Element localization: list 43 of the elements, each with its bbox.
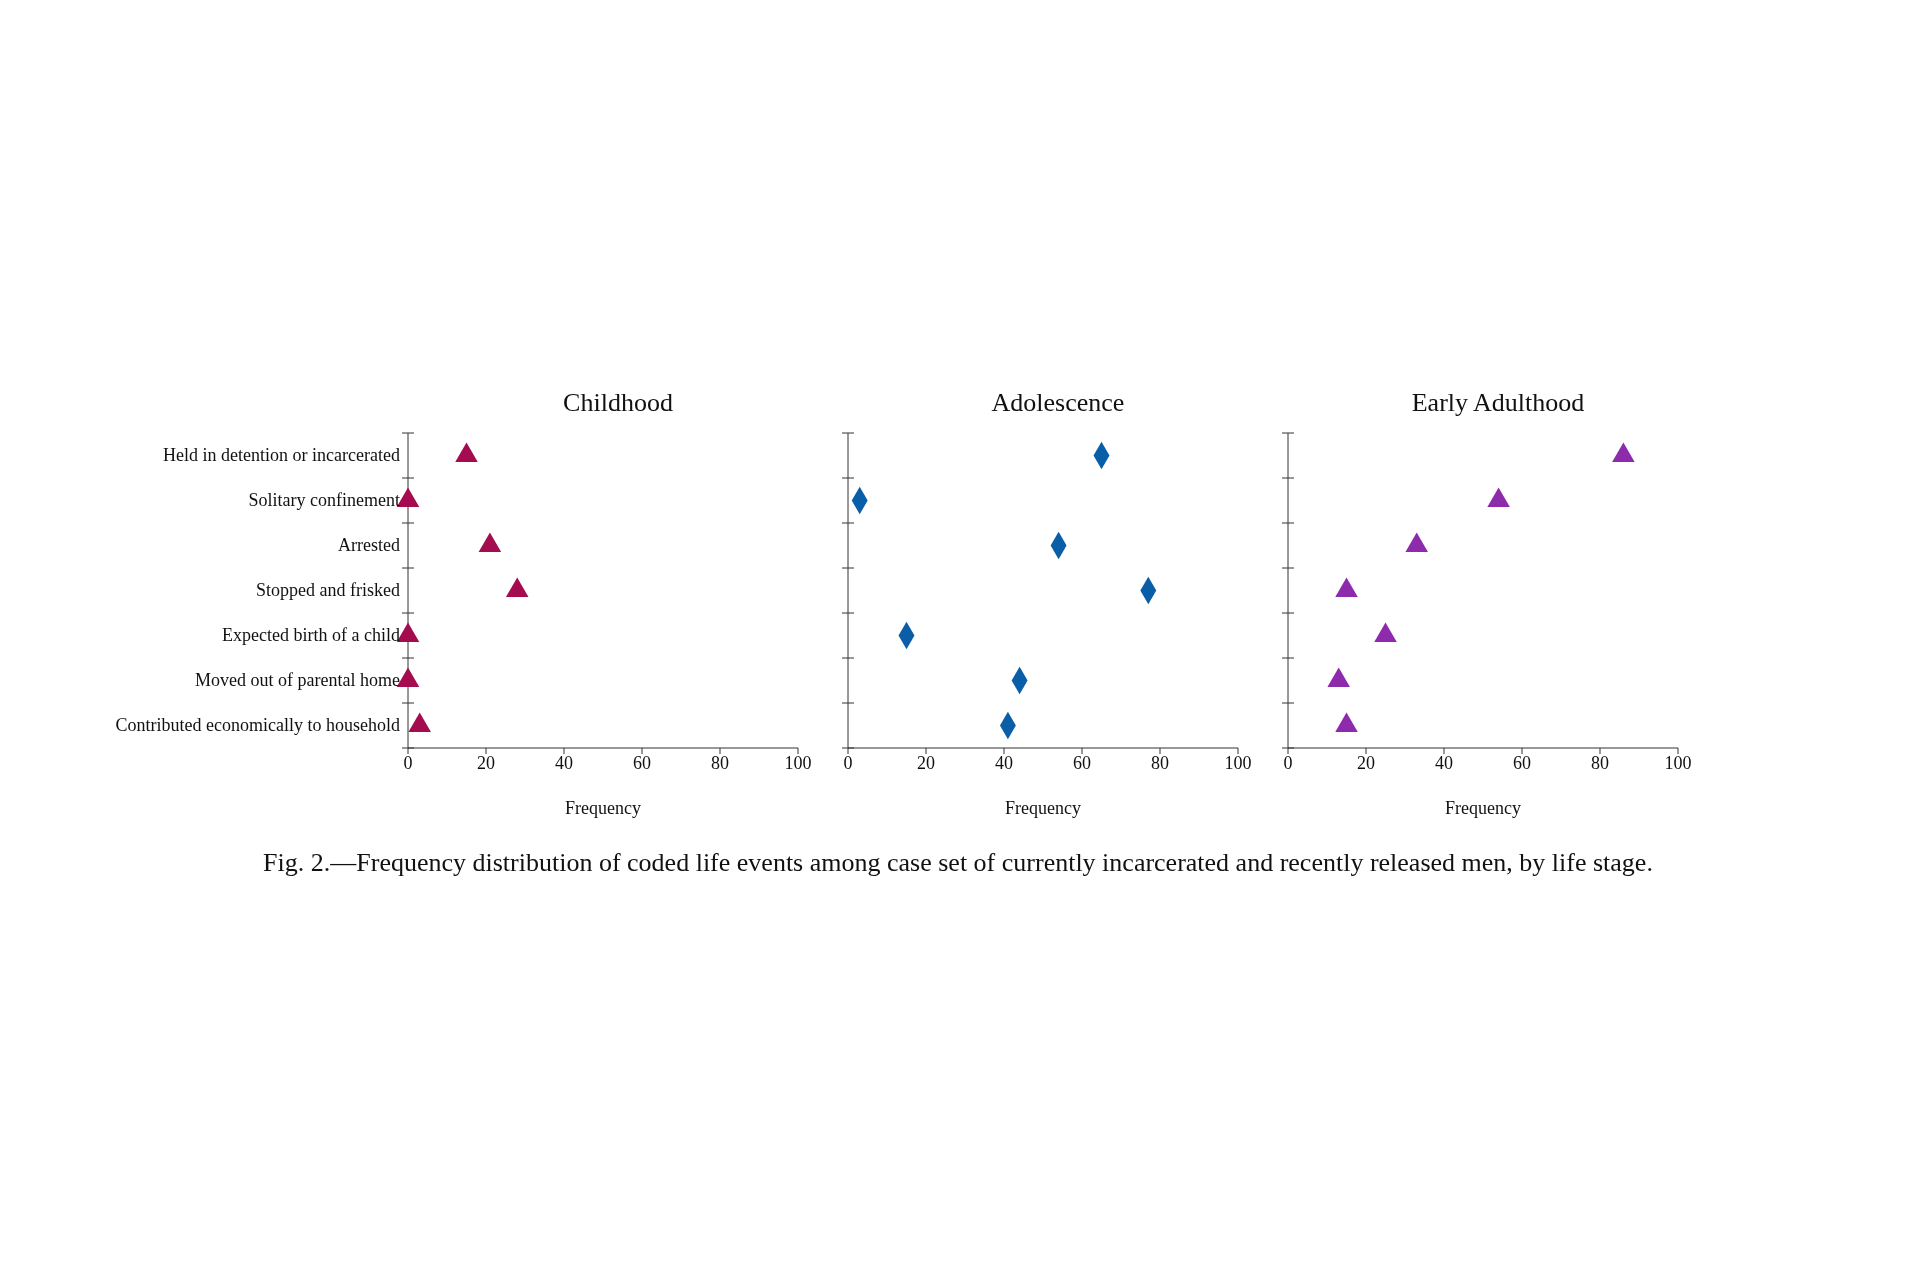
point [1327,667,1350,688]
point [478,532,502,553]
x-axis-title: Frequency [565,798,641,818]
x-tick-label: 20 [1357,752,1375,773]
point [1405,532,1428,553]
x-tick-label: 100 [784,752,812,773]
x-tick-label: 60 [1073,752,1091,773]
x-axis-title: Frequency [1445,798,1521,818]
x-tick-label: 60 [633,752,651,773]
point [1487,487,1510,508]
x-tick-label: 0 [403,752,413,773]
x-tick-label: 40 [1435,752,1453,773]
x-tick-label: 80 [711,752,729,773]
x-tick-label: 40 [555,752,573,773]
point [1335,712,1358,733]
x-tick-label: 100 [1664,752,1692,773]
y-tick-label: Arrested [338,534,400,555]
chart-title: Childhood [562,388,674,419]
y-tick-label: Solitary confinement [248,489,400,510]
point [455,442,478,463]
x-tick-label: 0 [1283,752,1293,773]
x-tick-label: 80 [1591,752,1609,773]
y-tick-label: Contributed economically to household [115,714,400,735]
chart-title: Early Adulthood [1410,388,1586,419]
point [408,712,431,733]
point [1335,577,1358,598]
y-tick-label: Stopped and frisked [256,579,400,600]
x-tick-label: 40 [995,752,1013,773]
y-tick-label: Held in detention or incarcerated [163,444,400,465]
x-tick-label: 60 [1513,752,1531,773]
x-tick-label: 20 [917,752,935,773]
point [1612,442,1635,463]
y-tick-label: Expected birth of a child [222,624,400,645]
x-axis-title: Frequency [1005,798,1081,818]
x-tick-label: 20 [477,752,495,773]
y-tick-label: Moved out of parental home [195,669,400,690]
point [1374,622,1397,643]
x-tick-label: 80 [1151,752,1169,773]
chart-title: Adolescence [990,388,1126,419]
point [505,577,529,598]
x-tick-label: 100 [1224,752,1252,773]
x-tick-label: 0 [843,752,853,773]
caption: Fig. 2.—Frequency distribution of coded life events among case set of currently incarcerated and recently released men, by life stage. [262,848,1654,878]
